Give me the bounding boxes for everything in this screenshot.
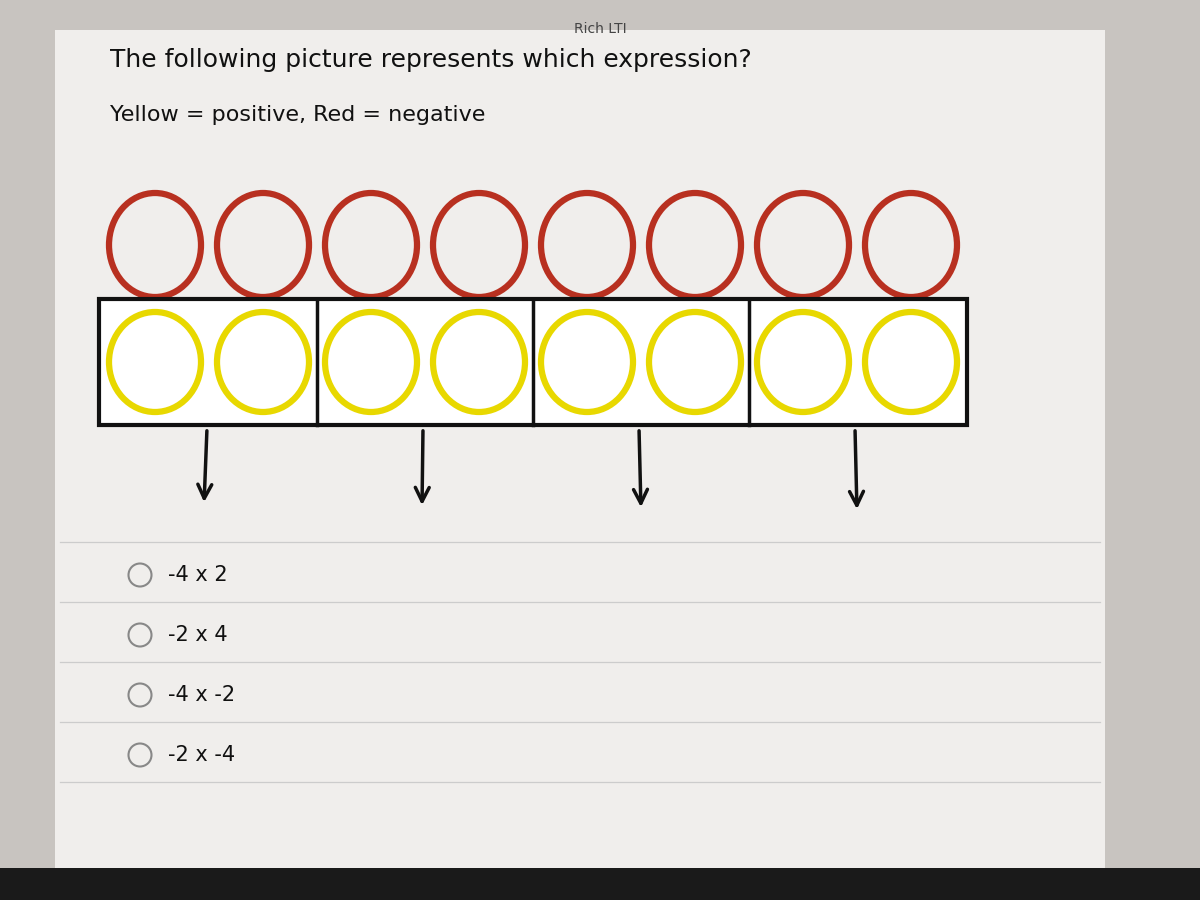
Bar	[0, 868, 1200, 900]
Text: The following picture represents which expression?: The following picture represents which e…	[110, 48, 751, 72]
FancyBboxPatch shape	[55, 30, 1105, 885]
Text: -2 x -4: -2 x -4	[168, 745, 235, 765]
Text: Rich LTI: Rich LTI	[574, 22, 626, 36]
Text: -2 x 4: -2 x 4	[168, 625, 228, 645]
Bar	[100, 299, 967, 425]
Text: -4 x -2: -4 x -2	[168, 685, 235, 705]
Text: -4 x 2: -4 x 2	[168, 565, 228, 585]
Text: Yellow = positive, Red = negative: Yellow = positive, Red = negative	[110, 105, 485, 125]
